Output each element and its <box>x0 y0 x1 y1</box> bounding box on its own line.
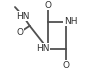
Text: HN: HN <box>36 44 49 53</box>
Text: O: O <box>62 61 69 70</box>
Text: HN: HN <box>16 12 30 21</box>
Text: NH: NH <box>64 17 77 26</box>
Text: O: O <box>16 28 23 37</box>
Text: O: O <box>44 1 51 10</box>
